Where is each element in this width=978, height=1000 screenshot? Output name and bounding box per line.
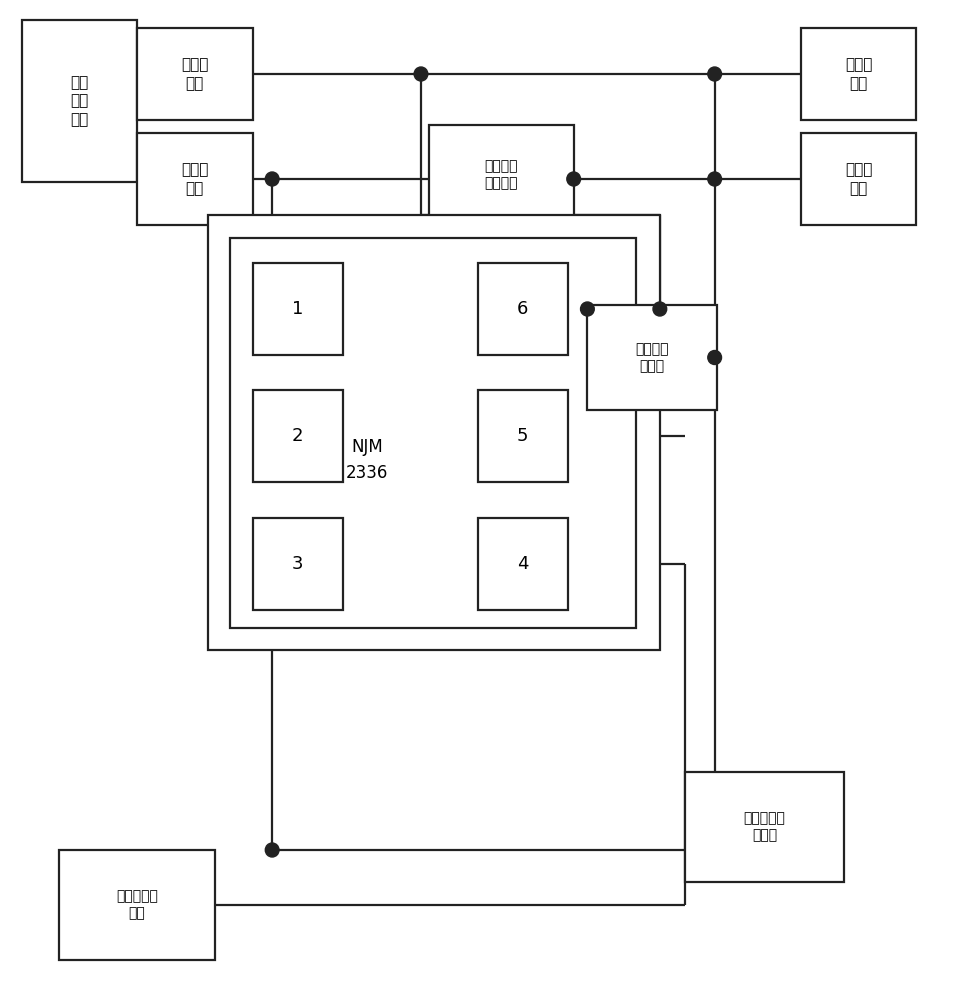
Bar	[800, 28, 915, 120]
Text: 第二输
入端: 第二输 入端	[181, 162, 208, 196]
Bar	[207, 215, 659, 650]
Circle shape	[707, 172, 721, 186]
Bar	[22, 20, 137, 182]
Circle shape	[265, 172, 279, 186]
Bar	[230, 238, 636, 628]
Text: 输出电压调
节电路: 输出电压调 节电路	[743, 811, 784, 843]
Circle shape	[707, 351, 721, 364]
Bar	[477, 518, 567, 610]
Bar	[252, 390, 342, 482]
Text: 第二输
出端: 第二输 出端	[844, 162, 871, 196]
Bar	[685, 772, 843, 882]
Text: 电压
输入
电路: 电压 输入 电路	[70, 75, 88, 127]
Bar	[587, 305, 716, 410]
Circle shape	[414, 67, 427, 81]
Text: 输出电流
调节电路: 输出电流 调节电路	[484, 159, 517, 191]
Bar	[477, 263, 567, 355]
Text: 4: 4	[516, 555, 528, 573]
Text: 2: 2	[291, 427, 303, 445]
Text: 5: 5	[516, 427, 528, 445]
Bar	[252, 518, 342, 610]
Text: 电压环补偿
电路: 电压环补偿 电路	[116, 889, 157, 921]
Text: NJM
2336: NJM 2336	[345, 438, 388, 482]
Bar	[137, 28, 252, 120]
Bar	[428, 125, 573, 225]
Bar	[477, 390, 567, 482]
Circle shape	[265, 843, 279, 857]
Text: 第一输
出端: 第一输 出端	[844, 57, 871, 91]
Text: 第一输
入端: 第一输 入端	[181, 57, 208, 91]
Circle shape	[566, 172, 580, 186]
Text: 电流环补
偿电路: 电流环补 偿电路	[635, 342, 668, 373]
Circle shape	[580, 302, 594, 316]
Text: 3: 3	[291, 555, 303, 573]
Text: 6: 6	[516, 300, 528, 318]
Text: 1: 1	[291, 300, 303, 318]
Bar	[800, 133, 915, 225]
Bar	[137, 133, 252, 225]
Circle shape	[652, 302, 666, 316]
Bar	[59, 850, 215, 960]
Circle shape	[707, 67, 721, 81]
Bar	[252, 263, 342, 355]
